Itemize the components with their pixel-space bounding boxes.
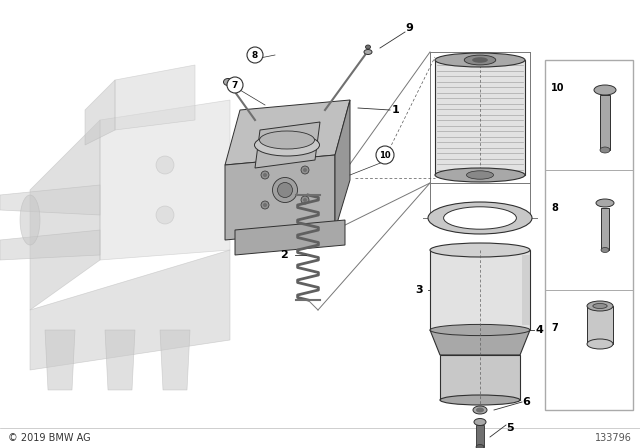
FancyBboxPatch shape [435,60,525,175]
Ellipse shape [435,53,525,67]
Text: 10: 10 [551,83,564,93]
Ellipse shape [476,444,484,448]
Ellipse shape [273,177,298,202]
Polygon shape [0,185,100,215]
Circle shape [227,77,243,93]
Ellipse shape [596,199,614,207]
Ellipse shape [20,195,40,245]
Ellipse shape [263,173,267,177]
Text: 4: 4 [535,325,543,335]
Ellipse shape [261,201,269,209]
Text: 9: 9 [405,23,413,33]
Polygon shape [115,65,195,130]
Polygon shape [335,100,350,230]
Ellipse shape [440,395,520,405]
Ellipse shape [464,55,496,65]
Ellipse shape [430,324,530,336]
Ellipse shape [365,45,371,49]
Ellipse shape [430,243,530,257]
Polygon shape [430,330,530,355]
Text: 8: 8 [551,203,558,213]
Circle shape [247,47,263,63]
Ellipse shape [476,408,484,413]
Ellipse shape [278,182,292,198]
Text: 8: 8 [252,51,258,60]
Text: 6: 6 [522,397,530,407]
Text: 3: 3 [415,285,422,295]
FancyBboxPatch shape [545,60,633,410]
Polygon shape [235,220,345,255]
FancyBboxPatch shape [600,95,610,150]
Ellipse shape [472,57,488,63]
Polygon shape [45,330,75,390]
Ellipse shape [301,196,309,204]
Polygon shape [225,100,350,165]
FancyBboxPatch shape [440,355,520,400]
Ellipse shape [303,198,307,202]
FancyBboxPatch shape [476,425,484,447]
Ellipse shape [587,339,613,349]
Polygon shape [30,120,100,310]
Ellipse shape [428,202,532,234]
Ellipse shape [303,168,307,172]
Polygon shape [160,330,190,390]
Text: © 2019 BMW AG: © 2019 BMW AG [8,433,91,443]
Polygon shape [255,122,320,168]
Polygon shape [105,330,135,390]
Ellipse shape [444,207,516,229]
Polygon shape [522,255,530,325]
Polygon shape [85,80,115,145]
Ellipse shape [435,168,525,182]
FancyBboxPatch shape [587,306,613,344]
Ellipse shape [600,147,610,153]
Ellipse shape [255,134,319,156]
Ellipse shape [587,301,613,311]
Polygon shape [30,250,230,370]
Text: 133796: 133796 [595,433,632,443]
Ellipse shape [301,166,309,174]
Ellipse shape [473,406,487,414]
Ellipse shape [474,418,486,426]
Ellipse shape [263,203,267,207]
Text: 7: 7 [232,81,238,90]
Text: 2: 2 [280,250,288,260]
Text: 1: 1 [392,105,400,115]
FancyBboxPatch shape [430,250,530,330]
FancyBboxPatch shape [601,208,609,250]
Ellipse shape [156,156,174,174]
Ellipse shape [594,85,616,95]
Text: 7: 7 [551,323,557,333]
Circle shape [376,146,394,164]
Ellipse shape [261,171,269,179]
Text: 10: 10 [379,151,391,159]
Ellipse shape [364,49,372,55]
Polygon shape [0,230,100,260]
Ellipse shape [601,247,609,253]
Text: 5: 5 [506,423,514,433]
Ellipse shape [259,131,314,149]
Ellipse shape [156,206,174,224]
Ellipse shape [223,78,232,86]
Ellipse shape [467,171,493,179]
Polygon shape [225,155,335,240]
Ellipse shape [593,303,607,309]
Polygon shape [100,100,230,260]
